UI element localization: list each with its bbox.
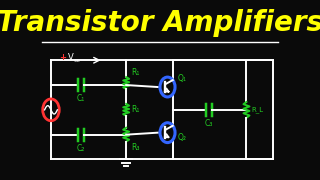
Text: R₁: R₁ bbox=[132, 105, 140, 114]
Text: cc: cc bbox=[74, 58, 81, 63]
Text: V: V bbox=[68, 53, 74, 62]
Text: Q₂: Q₂ bbox=[177, 133, 186, 142]
Text: C₁: C₁ bbox=[77, 94, 85, 103]
Text: Q₁: Q₁ bbox=[177, 74, 186, 83]
Text: +: + bbox=[59, 53, 66, 62]
Text: Transistor Amplifiers: Transistor Amplifiers bbox=[0, 8, 320, 37]
Text: C₃: C₃ bbox=[205, 119, 213, 128]
Text: R_L: R_L bbox=[252, 107, 264, 113]
Text: R₃: R₃ bbox=[132, 143, 140, 152]
Text: C₂: C₂ bbox=[77, 144, 85, 153]
Text: R₁: R₁ bbox=[132, 68, 140, 77]
